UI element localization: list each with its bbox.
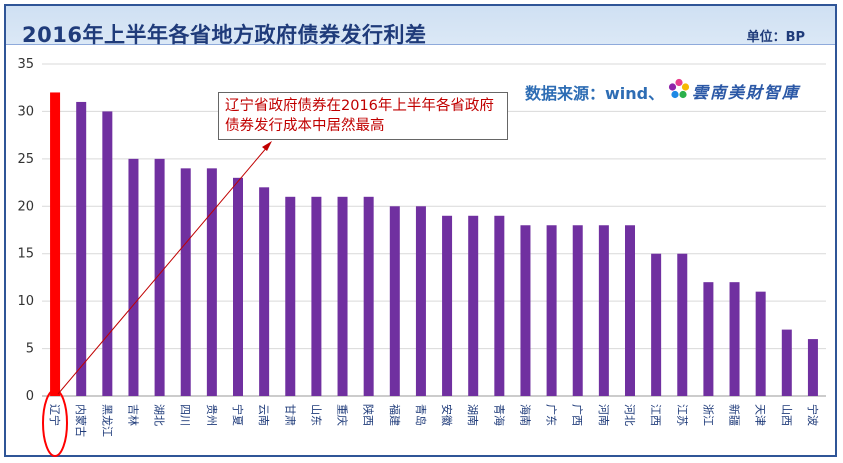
- x-category-label: 甘肃: [283, 404, 296, 426]
- chart-title: 2016年上半年各省地方政府债券发行利差: [22, 23, 427, 47]
- x-category-label: 福建: [388, 404, 402, 426]
- bar-15: [442, 215, 453, 396]
- x-axis-categories: 辽宁 内蒙古 黑龙江 吉林 湖北 四川 贵州 宁夏 云南 甘肃 山东 重庆 陕西 福建 青岛 安徽 湖南 青海 海南…: [48, 404, 820, 437]
- y-tick-label: 25: [17, 152, 34, 167]
- bar-26: [729, 282, 740, 396]
- bar-6: [206, 168, 217, 396]
- x-category-label: 内蒙古: [74, 404, 88, 437]
- bar-0: [50, 92, 61, 396]
- bar-2: [102, 111, 113, 396]
- x-category-label: 青岛: [414, 404, 428, 426]
- x-category-label: 安徽: [440, 404, 454, 426]
- bar-5: [180, 168, 191, 396]
- bar-14: [415, 206, 426, 396]
- bar-20: [572, 225, 583, 396]
- bar-23: [651, 253, 662, 396]
- bar-24: [677, 253, 688, 396]
- x-category-label: 新疆: [728, 404, 742, 426]
- bar-16: [468, 215, 479, 396]
- flower-logo-icon: [668, 78, 690, 99]
- annotation-arrow: [57, 145, 269, 395]
- x-category-label: 江苏: [675, 404, 688, 426]
- bar-8: [259, 187, 270, 396]
- bar-18: [520, 225, 531, 396]
- bar-22: [625, 225, 635, 396]
- data-source-label: 数据来源：wind、: [525, 84, 665, 103]
- y-tick-label: 15: [17, 247, 34, 262]
- bar-9: [285, 196, 296, 396]
- y-tick-label: 20: [17, 199, 34, 214]
- annotation-box: 辽宁省政府债券在2016年上半年各省政府债券发行成本中居然最高: [218, 92, 508, 140]
- x-category-label: 四川: [179, 404, 192, 426]
- bar-21: [598, 225, 609, 396]
- x-category-label: 海南: [518, 404, 532, 426]
- unit-label: 单位：BP: [746, 30, 805, 45]
- bar-28: [781, 329, 792, 396]
- x-category-label: 浙江: [701, 404, 714, 426]
- x-category-label: 河北: [623, 404, 636, 426]
- bar-25: [703, 282, 714, 396]
- x-category-label: 重庆: [336, 404, 350, 426]
- title-bar: 2016年上半年各省地方政府债券发行利差 单位：BP: [6, 6, 835, 47]
- x-category-label: 黑龙江: [100, 404, 113, 437]
- logo-text: 雲南美財智庫: [692, 83, 801, 102]
- x-category-label: 湖南: [466, 404, 479, 426]
- bar-19: [546, 225, 557, 396]
- x-category-label: 江西: [649, 404, 662, 426]
- gridlines: [42, 63, 826, 397]
- bar-4: [154, 158, 165, 396]
- y-axis-ticks: 0 5 10 15 20 25 30 35: [17, 57, 34, 404]
- x-category-label: 陕西: [362, 404, 376, 426]
- bar-29: [807, 339, 818, 396]
- x-category-label: 辽宁: [48, 404, 62, 426]
- bar-11: [337, 196, 348, 396]
- x-category-label: 广西: [571, 404, 584, 426]
- bar-10: [311, 196, 322, 396]
- annotation-arrowhead: [262, 141, 272, 151]
- bar-1: [76, 101, 87, 396]
- bar-13: [389, 206, 400, 396]
- bar-7: [233, 177, 243, 396]
- y-tick-label: 5: [26, 342, 34, 357]
- x-category-label: 贵州: [205, 404, 218, 426]
- bars: [50, 92, 818, 396]
- x-category-label: 宁夏: [231, 404, 245, 426]
- x-category-label: 吉林: [126, 404, 140, 426]
- y-tick-label: 0: [26, 389, 34, 404]
- x-category-label: 广东: [545, 404, 558, 426]
- x-category-label: 河南: [597, 404, 610, 426]
- bar-27: [755, 291, 766, 396]
- x-category-label: 云南: [257, 404, 270, 426]
- x-category-label: 山东: [309, 404, 322, 426]
- x-category-label: 青海: [492, 404, 506, 426]
- bar-17: [494, 215, 505, 396]
- bar-12: [363, 196, 374, 396]
- x-category-label: 山西: [780, 404, 793, 426]
- y-tick-label: 35: [17, 57, 34, 72]
- x-category-label: 湖北: [153, 404, 166, 426]
- x-category-label: 天津: [754, 404, 767, 426]
- y-tick-label: 10: [17, 294, 34, 309]
- y-tick-label: 30: [17, 104, 34, 119]
- x-category-label: 宁波: [806, 404, 820, 426]
- bar-3: [128, 158, 139, 396]
- highlight-ellipse: [42, 389, 68, 457]
